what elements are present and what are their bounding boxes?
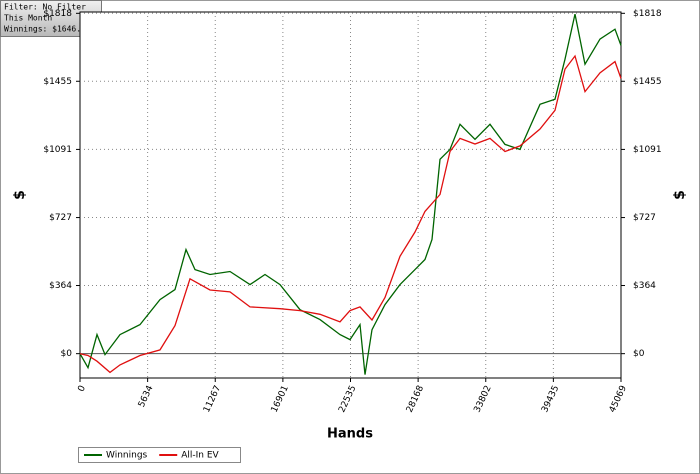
y-axis-label: $	[672, 190, 688, 200]
y-tick-label: $1455	[633, 77, 662, 87]
series-line	[79, 13, 622, 375]
series-line	[79, 54, 622, 374]
plot-area	[79, 11, 622, 379]
x-axis-label: Hands	[327, 427, 373, 442]
info-line: Winnings: $1646.26	[4, 25, 91, 34]
y-tick-label: $727	[49, 213, 72, 223]
legend: Winnings All-In EV	[78, 447, 241, 463]
y-tick-label: $364	[49, 281, 72, 291]
y-tick-label: $727	[633, 213, 656, 223]
legend-label: Winnings	[106, 451, 148, 461]
info-line: This Month	[4, 14, 52, 23]
x-tick-label: 0	[76, 384, 88, 394]
y-tick-label: $1091	[43, 145, 72, 155]
y-axis-label: $	[12, 190, 28, 200]
legend-label: All-In EV	[181, 451, 219, 461]
y-tick-label: $1455	[43, 77, 72, 87]
y-tick-label: $364	[633, 281, 656, 291]
info-line: Filter: No Filter	[4, 3, 86, 12]
y-tick-label: $1818	[633, 9, 662, 19]
y-tick-label: $0	[633, 349, 645, 359]
y-tick-label: $0	[61, 349, 73, 359]
y-tick-label: $1091	[633, 145, 662, 155]
y-tick-label: $1818	[43, 9, 72, 19]
